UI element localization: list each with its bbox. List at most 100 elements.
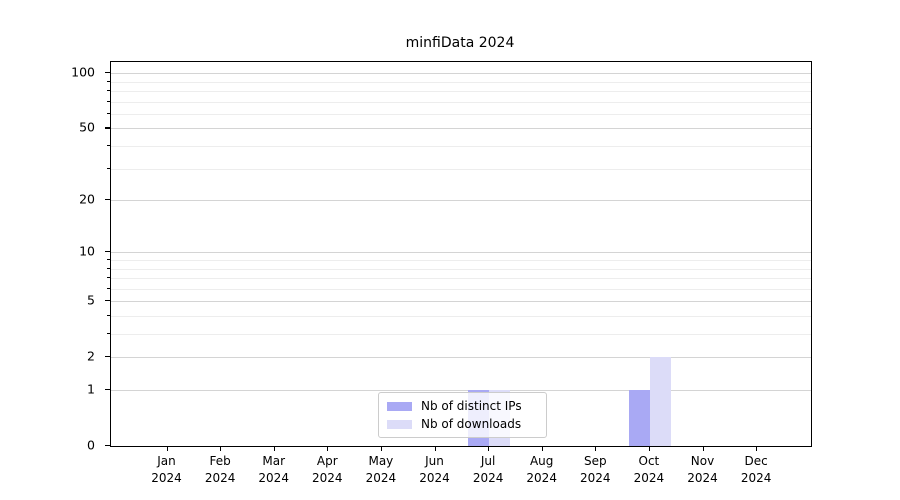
bar-oct-downloads	[649, 357, 671, 446]
x-tick-year: 2024	[204, 470, 236, 485]
x-tick-label: Mar 2024	[258, 453, 289, 486]
y-tick-label: 0	[87, 437, 95, 453]
minor-gridline	[111, 81, 811, 83]
major-gridline	[111, 128, 811, 130]
x-tick-month: Jun	[425, 454, 444, 468]
y-minor-tick-mark	[107, 333, 110, 335]
y-tick-mark	[105, 72, 110, 74]
y-tick-label: 100	[71, 64, 95, 80]
y-minor-tick-mark	[107, 100, 110, 102]
y-tick-mark	[105, 389, 110, 391]
x-tick-label: Dec 2024	[741, 453, 772, 486]
y-minor-tick-mark	[107, 145, 110, 147]
x-tick-year: 2024	[151, 470, 182, 485]
x-tick-month: Dec	[744, 454, 768, 468]
y-minor-tick-mark	[107, 287, 110, 289]
major-gridline	[111, 301, 811, 303]
x-tick-mark	[756, 446, 758, 451]
x-tick-mark	[327, 446, 329, 451]
y-tick-mark	[105, 300, 110, 302]
legend-item-distinct-ips: Nb of distinct IPs	[387, 399, 538, 413]
y-tick-label: 5	[87, 292, 95, 308]
legend-item-downloads: Nb of downloads	[387, 417, 538, 431]
x-tick-label: Aug 2024	[526, 453, 557, 486]
legend-label-distinct-ips: Nb of distinct IPs	[421, 399, 522, 413]
x-tick-mark	[166, 446, 168, 451]
x-tick-mark	[220, 446, 222, 451]
x-tick-mark	[648, 446, 651, 451]
x-tick-mark	[488, 446, 490, 451]
y-tick-mark	[105, 199, 110, 201]
major-gridline	[111, 357, 811, 359]
y-minor-tick-mark	[107, 112, 110, 115]
minor-gridline	[111, 113, 811, 115]
x-tick-month: Oct	[638, 454, 660, 468]
major-gridline	[111, 252, 811, 254]
x-tick-month: Jul	[480, 454, 496, 468]
x-tick-year: 2024	[633, 470, 665, 485]
x-tick-label: May 2024	[366, 453, 397, 486]
minor-gridline	[111, 146, 811, 147]
legend: Nb of distinct IPs Nb of downloads	[378, 392, 547, 438]
y-minor-tick-mark	[107, 277, 110, 279]
y-minor-tick-mark	[107, 267, 110, 269]
x-tick-year: 2024	[580, 470, 611, 485]
chart-title: minfiData 2024	[405, 35, 515, 51]
x-tick-year: 2024	[526, 470, 557, 485]
plot-area: Nb of distinct IPs Nb of downloads	[110, 61, 812, 447]
minor-gridline	[111, 268, 811, 270]
distinct-ips-swatch	[387, 401, 412, 411]
y-tick-mark	[105, 445, 110, 447]
x-tick-label: Apr 2024	[312, 453, 343, 486]
minor-gridline	[111, 288, 811, 290]
x-tick-month: Aug	[529, 454, 554, 468]
x-tick-year: 2024	[258, 470, 289, 485]
minor-gridline	[111, 168, 811, 170]
y-tick-label: 2	[87, 348, 95, 364]
y-minor-tick-mark	[107, 80, 110, 82]
x-tick-label: Oct 2024	[634, 453, 665, 486]
bar-oct-distinct-ips	[628, 390, 650, 446]
minor-gridline	[111, 101, 811, 103]
x-tick-month: Sep	[583, 454, 607, 468]
y-minor-tick-mark	[107, 167, 110, 169]
minor-gridline	[111, 278, 811, 280]
x-tick-mark	[273, 446, 275, 451]
x-tick-month: Nov	[690, 454, 715, 468]
x-tick-mark	[380, 446, 383, 451]
y-tick-label: 50	[79, 119, 95, 135]
y-minor-tick-mark	[107, 314, 110, 317]
x-tick-month: Apr	[316, 454, 338, 468]
x-tick-mark	[541, 446, 543, 451]
minor-gridline	[111, 334, 811, 335]
y-tick-label: 10	[79, 243, 95, 259]
y-tick-label: 20	[79, 191, 95, 207]
minor-gridline	[111, 315, 811, 317]
major-gridline	[111, 200, 811, 202]
y-tick-mark	[105, 127, 110, 129]
x-tick-year: 2024	[365, 470, 397, 485]
x-tick-year: 2024	[472, 470, 504, 485]
x-tick-year: 2024	[687, 470, 718, 485]
legend-label-downloads: Nb of downloads	[421, 417, 522, 431]
x-tick-month: Mar	[262, 454, 286, 468]
y-tick-mark	[105, 251, 110, 253]
x-tick-label: Jan 2024	[151, 453, 182, 486]
x-tick-month: May	[368, 454, 394, 468]
x-tick-mark	[595, 446, 597, 451]
y-minor-tick-mark	[107, 258, 110, 261]
x-tick-year: 2024	[740, 470, 772, 485]
y-tick-label: 1	[87, 381, 95, 397]
major-gridline	[111, 73, 811, 75]
x-tick-label: Jun 2024	[419, 453, 450, 486]
x-tick-month: Jan	[157, 454, 176, 468]
x-tick-label: Sep 2024	[580, 453, 611, 486]
x-tick-mark	[702, 446, 704, 451]
x-tick-label: Nov 2024	[687, 453, 718, 486]
x-tick-year: 2024	[312, 470, 343, 485]
y-tick-mark	[105, 356, 110, 358]
x-tick-month: Feb	[209, 454, 231, 468]
downloads-swatch	[387, 419, 412, 429]
x-tick-label: Feb 2024	[205, 453, 236, 486]
